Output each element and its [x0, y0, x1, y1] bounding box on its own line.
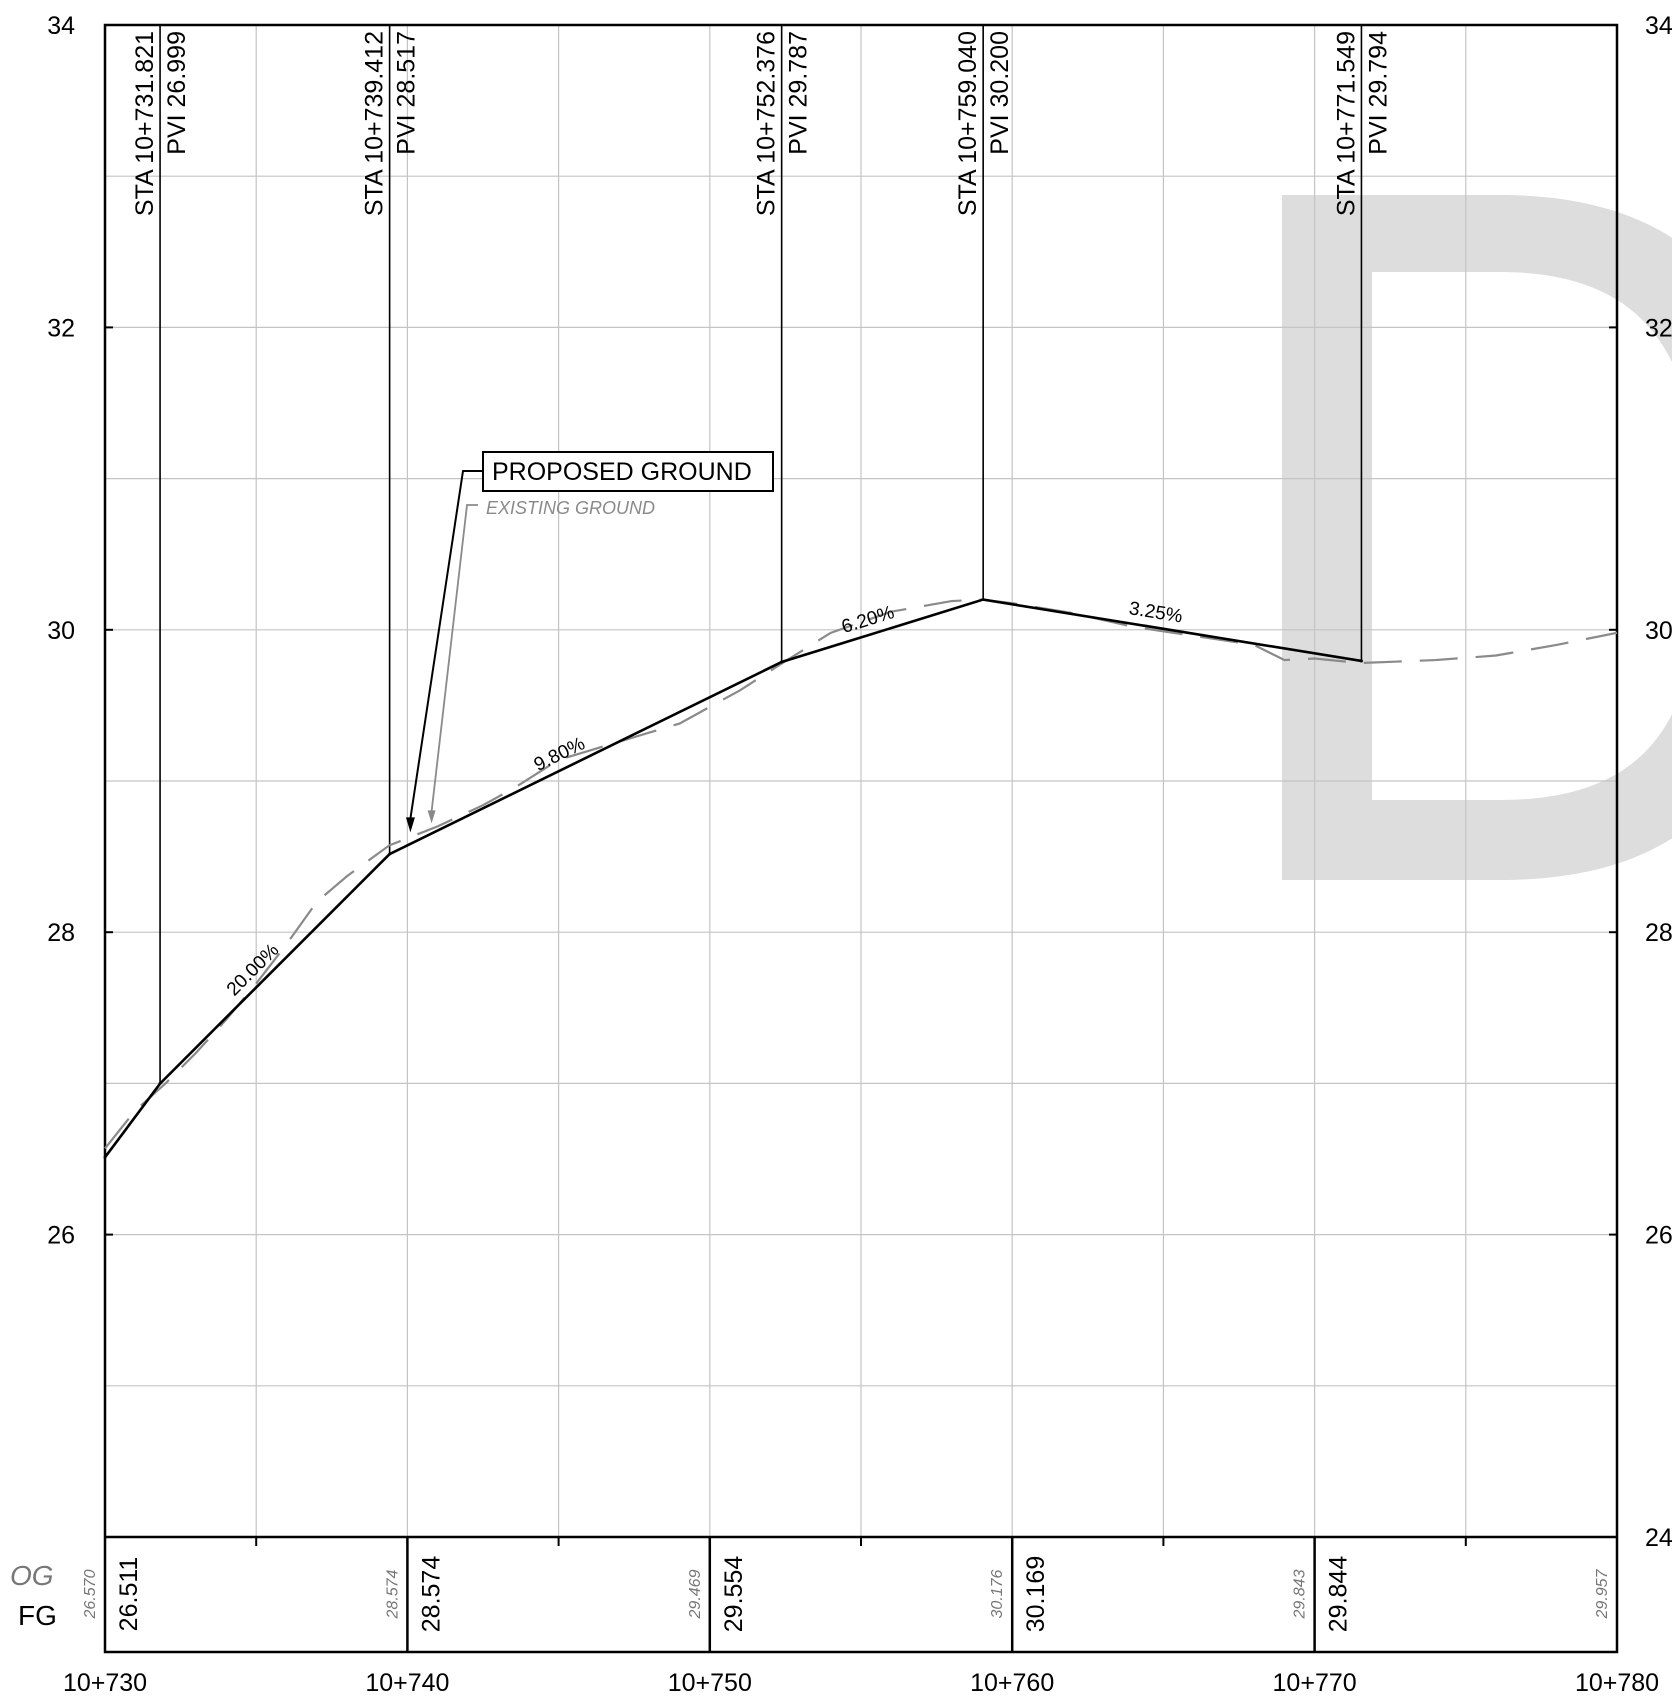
y-tick-label-right: 26: [1645, 1222, 1672, 1250]
x-tick-label: 10+770: [1273, 1669, 1357, 1697]
pvi-station-label: STA 10+739.412: [361, 31, 389, 216]
legend-existing-leader: [430, 504, 478, 812]
legend-proposed-leader: [409, 470, 483, 819]
existing-ground-line: [104, 598, 1618, 1150]
y-tick-label-left: 32: [47, 314, 75, 342]
band-fg-label: FG: [18, 1600, 57, 1631]
proposed-ground-vertex: [388, 852, 392, 856]
x-tick-label: 10+780: [1575, 1669, 1659, 1697]
elevation-band: OG FG 26.570 26.511 28.574 28.574 29.469 29.554…: [10, 1537, 1611, 1652]
pvi-elevation-label: PVI 29.787: [785, 31, 813, 155]
legend: PROPOSED GROUND EXISTING GROUND: [405, 451, 774, 833]
legend-proposed-label: PROPOSED GROUND: [492, 458, 752, 486]
band-og-label: OG: [10, 1560, 54, 1591]
x-tick-label: 10+740: [365, 1669, 449, 1697]
band-og-value: 29.843: [1292, 1569, 1309, 1619]
legend-existing-label: EXISTING GROUND: [486, 498, 655, 518]
band-fg-value: 26.511: [115, 1557, 143, 1632]
band-fg-value: 29.844: [1325, 1556, 1353, 1633]
proposed-ground-vertex: [780, 660, 784, 664]
grade-label: 6.20%: [839, 602, 897, 638]
y-tick-label-right: 30: [1645, 617, 1672, 645]
grid: [105, 25, 1617, 1537]
pvi-elevation-label: PVI 29.794: [1364, 31, 1392, 155]
plot-border: [103, 23, 1619, 1654]
grade-labels: 20.00%9.80%6.20% 3.25%: [223, 598, 1184, 1000]
band-og-value: 30.176: [989, 1569, 1006, 1618]
y-tick-label-right: 28: [1645, 919, 1672, 947]
band-og-value: 29.469: [687, 1569, 704, 1619]
y-tick-label-right: 24: [1645, 1524, 1672, 1552]
y-tick-label-left: 34: [47, 12, 75, 40]
x-tick-label: 10+750: [668, 1669, 752, 1697]
band-og-value: 28.574: [384, 1569, 401, 1619]
pvi-elevation-label: PVI 26.999: [163, 31, 191, 155]
pvi-markers: STA 10+731.821 PVI 26.999 STA 10+739.412 PV…: [131, 25, 1392, 1084]
y-tick-label-left: 28: [47, 919, 75, 947]
proposed-ground-line: [103, 598, 1363, 1159]
band-og-value: 26.570: [82, 1569, 99, 1619]
watermark: [1282, 195, 1672, 880]
proposed-ground-vertex: [103, 1155, 107, 1159]
watermark-letter-d: [1282, 195, 1672, 880]
x-tick-label: 10+760: [970, 1669, 1054, 1697]
band-og-value: 29.957: [1594, 1568, 1611, 1619]
pvi-station-label: STA 10+759.040: [954, 31, 982, 216]
pvi-station-label: STA 10+752.376: [753, 31, 781, 216]
proposed-ground-polyline: [103, 598, 1362, 1159]
band-fg-value: 29.554: [720, 1556, 748, 1633]
pvi-station-label: STA 10+731.821: [131, 31, 159, 216]
pvi-elevation-label: PVI 28.517: [393, 31, 421, 155]
y-tick-label-left: 26: [47, 1222, 75, 1250]
legend-existing-arrow-icon: [427, 810, 436, 824]
legend-proposed-arrow-icon: [405, 817, 415, 833]
axes: 24 26 26 28 28 30 30 32 32 34 34 10+730 10+740 10+750…: [47, 12, 1672, 1697]
y-tick-label-left: 30: [47, 617, 75, 645]
existing-ground-polyline: [104, 598, 1618, 1150]
y-tick-label-right: 32: [1645, 314, 1672, 342]
pvi-station-label: STA 10+771.549: [1332, 31, 1360, 216]
proposed-ground-vertex: [981, 598, 985, 602]
pvi-elevation-label: PVI 30.200: [986, 31, 1014, 155]
band-fg-value: 30.169: [1022, 1556, 1050, 1632]
band-fg-value: 28.574: [417, 1556, 445, 1633]
y-tick-label-right: 34: [1645, 12, 1672, 40]
x-tick-label: 10+730: [63, 1669, 147, 1697]
proposed-ground-vertex: [158, 1082, 162, 1086]
proposed-ground-vertex: [1359, 659, 1363, 663]
